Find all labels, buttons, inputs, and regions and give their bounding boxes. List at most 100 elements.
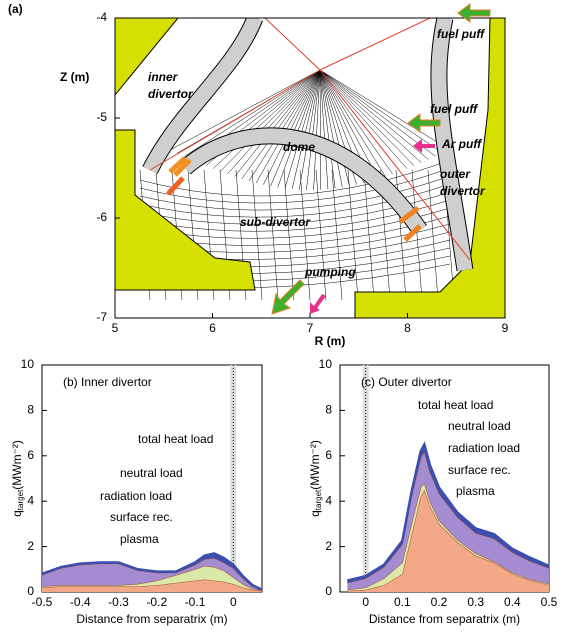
- mesh-line: [319, 69, 415, 166]
- mesh-line: [411, 169, 423, 301]
- y-axis-label-part: q: [10, 510, 24, 517]
- x-tick-label: 5: [112, 321, 119, 335]
- mesh-line: [319, 69, 386, 177]
- y-tick-label: 0: [27, 584, 34, 598]
- mesh-line: [139, 175, 451, 211]
- arrow: [168, 156, 192, 177]
- mesh-line: [319, 69, 322, 190]
- mesh-line: [139, 167, 451, 204]
- mesh-line: [251, 169, 263, 301]
- annotation: dome: [283, 140, 315, 154]
- y-axis-label: qtarget(MWm⁻²): [10, 440, 25, 517]
- y-tick-label: 0: [325, 584, 332, 598]
- arrow: [310, 294, 326, 314]
- x-tick-label: 0.3: [467, 595, 484, 609]
- mesh-line: [299, 169, 311, 301]
- mesh-line: [298, 69, 321, 190]
- y-tick-label: 10: [319, 357, 333, 371]
- legend-label: surface rec.: [110, 510, 173, 524]
- separatrix: [149, 18, 471, 261]
- mesh-line: [270, 69, 321, 187]
- mesh-line: [277, 69, 321, 188]
- y-tick-label: -5: [96, 110, 107, 124]
- outer-plate: [431, 18, 473, 272]
- area-edge: [41, 552, 263, 591]
- annotation: Ar puff: [441, 137, 482, 151]
- y-tick-label: -6: [96, 210, 107, 224]
- x-tick-label: 7: [307, 321, 314, 335]
- mesh-line: [319, 69, 451, 151]
- mesh-line: [315, 169, 327, 301]
- y-axis-label-part: (MWm⁻²): [10, 440, 24, 490]
- arrows: [166, 3, 491, 315]
- y-tick-label: 8: [325, 403, 332, 417]
- mesh-line: [319, 69, 336, 189]
- y-axis-label: qtarget(MWm⁻²): [308, 440, 323, 517]
- y-tick-label: 2: [325, 539, 332, 553]
- mesh-line: [331, 169, 343, 301]
- mesh-line: [212, 69, 321, 169]
- legend-label: plasma: [456, 484, 495, 498]
- mesh-line: [284, 69, 321, 189]
- legend-label: radiation load: [448, 441, 520, 455]
- area: [42, 565, 262, 591]
- x-tick-label: 8: [404, 321, 411, 335]
- x-tick-label: 9: [502, 321, 509, 335]
- x-tick-label: -0.3: [108, 595, 129, 609]
- mesh-line: [227, 69, 321, 175]
- mesh-line: [283, 169, 295, 301]
- y-tick-label: 8: [27, 403, 34, 417]
- area: [42, 557, 262, 591]
- x-tick-label: 0.4: [504, 595, 521, 609]
- mesh-line: [234, 69, 321, 177]
- annotation: outer: [440, 167, 471, 181]
- mesh-line: [291, 69, 321, 190]
- legend-label: surface rec.: [448, 463, 511, 477]
- y-tick-label: 10: [21, 357, 35, 371]
- annotation: pumping: [304, 265, 356, 279]
- area-edge: [347, 441, 550, 582]
- annotation: inner: [148, 70, 179, 84]
- arrow: [457, 3, 491, 23]
- mesh-line: [139, 183, 451, 218]
- y-axis-label: Z (m): [60, 70, 89, 84]
- mesh-line: [248, 69, 321, 182]
- y-tick-label: -7: [96, 310, 107, 324]
- mesh-line: [241, 69, 321, 179]
- arrow: [166, 176, 185, 196]
- legend-label: neutral load: [448, 419, 511, 433]
- y-tick-label: 6: [325, 448, 332, 462]
- area: [347, 489, 549, 592]
- x-axis-label: Distance from separatrix (m): [76, 612, 227, 626]
- mesh-line: [427, 169, 439, 301]
- mesh-line: [319, 69, 343, 188]
- mesh-line: [220, 69, 321, 172]
- mesh-line: [255, 69, 321, 184]
- annotation: divertor: [440, 184, 486, 198]
- area: [347, 451, 549, 590]
- separatrix-band: [230, 365, 237, 592]
- x-tick-label: 0.2: [431, 595, 448, 609]
- mesh-line: [319, 69, 379, 179]
- mesh-line: [319, 69, 408, 169]
- mesh-line: [306, 69, 321, 190]
- inner-plate: [143, 18, 262, 174]
- arrow: [398, 206, 422, 242]
- mesh-line: [267, 169, 279, 301]
- chart-title: (c) Outer divertor: [361, 375, 452, 389]
- mesh-line: [313, 69, 321, 190]
- x-tick-label: 0: [362, 595, 369, 609]
- legend-label: neutral load: [120, 466, 183, 480]
- x-tick-label: 0: [230, 595, 237, 609]
- chart-title: (b) Inner divertor: [63, 375, 152, 389]
- arrow: [413, 139, 435, 153]
- x-axis-label: Distance from separatrix (m): [369, 612, 520, 626]
- y-axis-label-part: (MWm⁻²): [308, 440, 322, 490]
- x-tick-label: -0.1: [185, 595, 206, 609]
- mesh-line: [319, 69, 429, 160]
- mesh-line: [139, 159, 451, 197]
- annotation: total heat load: [418, 398, 493, 412]
- y-axis-label-part: target: [314, 489, 323, 510]
- separatrix-band: [362, 365, 369, 592]
